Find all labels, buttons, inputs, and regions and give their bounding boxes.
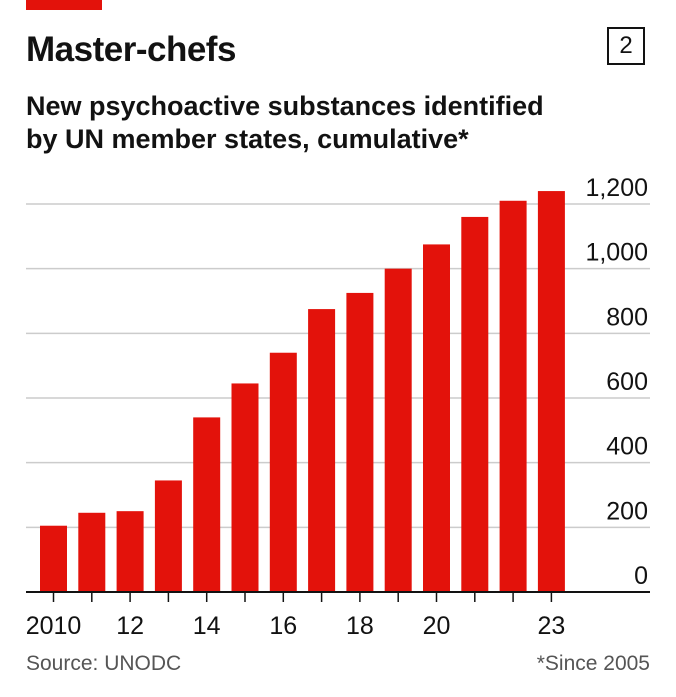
y-tick-label: 400 — [606, 433, 648, 461]
bar-2021 — [461, 216, 489, 592]
bar-2015 — [231, 383, 259, 592]
chart-number-badge: 2 — [607, 27, 645, 65]
y-tick-label: 200 — [606, 497, 648, 525]
y-tick-label: 0 — [634, 562, 648, 590]
bar-2023 — [537, 191, 565, 593]
bar-2020 — [423, 244, 450, 592]
tick-labels: 0 200 400 600 800 1,000 1,200 2010 12 14 16 18 20 23 — [26, 174, 648, 640]
footnote: *Since 2005 — [536, 652, 650, 675]
bar-2012 — [116, 511, 144, 592]
bar-2011 — [78, 512, 106, 592]
source-note: Source: UNODC — [26, 652, 182, 675]
x-tick-label: 18 — [346, 612, 374, 640]
bar-2014 — [193, 417, 221, 592]
bar-2022 — [499, 200, 527, 592]
axes — [26, 591, 650, 602]
x-tick-label: 23 — [537, 612, 565, 640]
bar-2018 — [346, 292, 374, 592]
x-tick-label: 16 — [269, 612, 297, 640]
bars — [40, 191, 565, 593]
y-tick-label: 1,200 — [585, 174, 648, 202]
bar-2013 — [154, 480, 182, 592]
x-tick-label: 2010 — [26, 612, 82, 640]
subtitle-line-1: New psychoactive substances identified — [26, 91, 544, 121]
bar-2010 — [40, 525, 67, 592]
brand-red-tag — [26, 0, 102, 10]
x-tick-label: 14 — [193, 612, 221, 640]
y-tick-label: 800 — [606, 303, 648, 331]
y-tick-label: 600 — [606, 368, 648, 396]
x-tick-label: 12 — [116, 612, 144, 640]
bar-2016 — [269, 352, 297, 592]
bar-2019 — [384, 268, 412, 592]
chart-subtitle: New psychoactive substances identified b… — [26, 90, 626, 156]
subtitle-line-2: by UN member states, cumulative* — [26, 124, 469, 154]
bar-2017 — [308, 309, 336, 592]
chart-title: Master-chefs — [26, 30, 236, 69]
x-tick-label: 20 — [423, 612, 451, 640]
y-tick-label: 1,000 — [585, 239, 648, 267]
